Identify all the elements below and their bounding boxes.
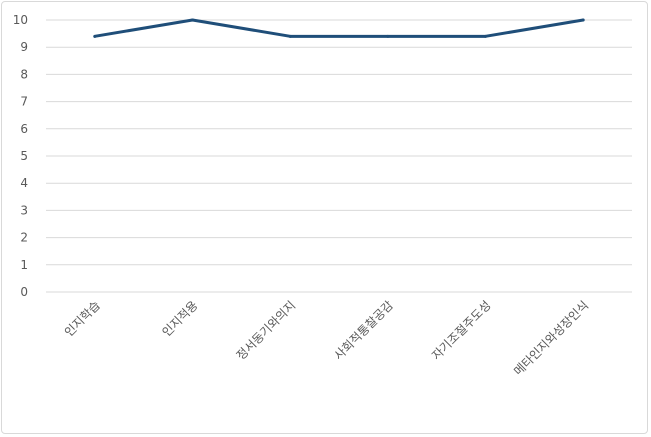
x-category-label: 자기조절주도성: [429, 298, 494, 363]
y-tick-label: 10: [13, 13, 28, 27]
y-tick-label: 7: [20, 95, 28, 109]
data-point-3: [386, 34, 390, 38]
y-tick-label: 0: [20, 285, 28, 299]
y-tick-label: 3: [20, 203, 28, 217]
x-category-label: 인지적용: [159, 298, 200, 339]
data-point-0: [93, 34, 97, 38]
x-category-label: 정서동기와의지: [234, 298, 299, 363]
y-tick-label: 5: [20, 149, 28, 163]
data-point-4: [484, 34, 487, 38]
series-layer: [93, 18, 585, 38]
x-axis-category-labels: 인지학습 인지적용 정서동기와의지 사회적통찰공감 자기조절주도성 메타인지와성장인식: [62, 298, 591, 378]
y-tick-label: 6: [20, 122, 28, 136]
gridlines: [46, 19, 632, 293]
y-tick-label: 4: [20, 176, 28, 190]
y-tick-label: 8: [20, 67, 28, 81]
y-tick-label: 1: [20, 258, 28, 272]
data-point-2: [288, 34, 292, 38]
x-category-label: 사회적통찰공감: [331, 298, 396, 363]
data-point-5: [581, 18, 585, 22]
x-category-label: 메타인지와성장인식: [511, 298, 591, 378]
x-category-label: 인지학습: [62, 298, 103, 339]
y-tick-label: 9: [20, 40, 28, 54]
y-axis-tick-labels: 0 1 2 3 4 5 6 7 8 9 10: [13, 13, 28, 299]
series-line-0: [93, 18, 585, 38]
y-tick-label: 2: [20, 231, 28, 245]
data-point-1: [191, 18, 194, 22]
